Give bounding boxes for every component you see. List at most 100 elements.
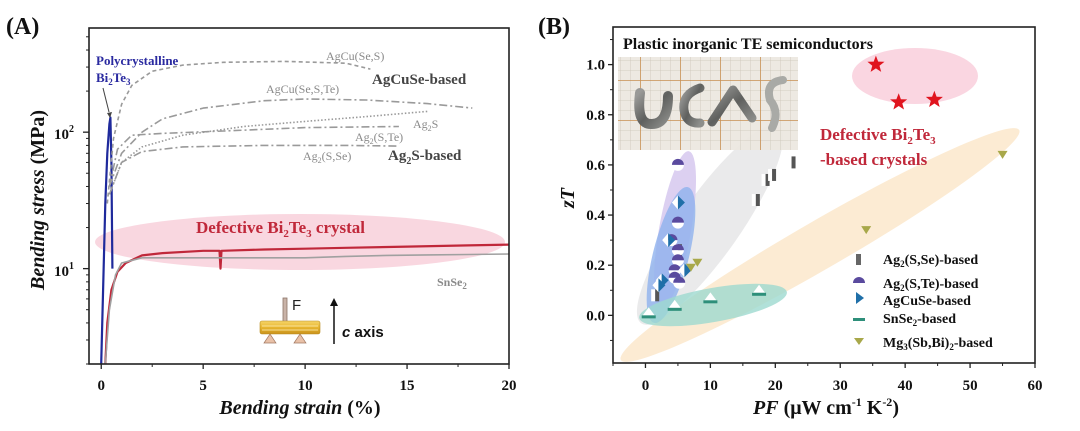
panel-a: (A) 102 101 0 5 10 15 20 Bending stress (MPa… [6, 14, 517, 419]
data-point-square [765, 173, 770, 186]
panel-a-x-tick-labels: 0 5 10 15 20 [97, 378, 516, 394]
y-tick-label: 0.0 [586, 308, 605, 324]
x-tick-label: 0 [642, 378, 650, 394]
data-point-triangle-right [677, 195, 685, 210]
bi2te3-poly-label: Bi2Te3 [96, 70, 131, 87]
panel-a-label: (A) [6, 14, 39, 40]
x-tick-label: 50 [963, 378, 978, 394]
data-point-dash [667, 307, 682, 311]
panel-a-frame [88, 27, 510, 365]
region-snse2 [639, 283, 787, 327]
panel-b-y-axis-title: zT [557, 187, 579, 209]
polycrystalline-label: Polycrystalline [96, 53, 179, 68]
x-tick-label: 30 [833, 378, 848, 394]
panel-b-points [641, 55, 1008, 319]
svg-text:Mg3(Sb,Bi)2-based: Mg3(Sb,Bi)2-based [883, 336, 993, 352]
y-tick-label: 1.0 [586, 58, 605, 74]
panel-b-label: (B) [538, 14, 570, 40]
data-point-half-circle [671, 244, 684, 251]
c-axis-label: c axis [342, 324, 384, 341]
data-point-dash [703, 300, 718, 304]
data-point-half-circle [671, 254, 684, 261]
defective-crystals-label-line2: -based crystals [820, 150, 928, 169]
panel-a-y-axis-title: Bending stress (MPa) [27, 110, 49, 291]
panel-b-legend: Ag2(S,Se)-based Ag2(S,Te)-based AgCuSe-b… [853, 253, 993, 352]
legend-square-marker-icon [856, 254, 861, 265]
legend-item-mg3sbbi2: Mg3(Sb,Bi)2-based [854, 336, 993, 352]
agcu-se-s-te-label: AgCu(Se,S,Te) [266, 82, 339, 96]
data-point-star [890, 93, 908, 110]
panel-b-ticks [608, 39, 1036, 368]
panel-a-ticks [83, 36, 510, 369]
support-right-icon [293, 333, 307, 344]
panel-b-title: Plastic inorganic TE semiconductors [623, 36, 873, 53]
data-point-half-circle [671, 158, 684, 165]
y-tick-label: 0.8 [586, 108, 605, 124]
y-tick-label-100: 102 [54, 124, 74, 143]
data-point-dash [641, 315, 656, 319]
x-tick-label: 10 [298, 378, 313, 394]
curve-ag2-s-te [108, 125, 399, 187]
curve-snse2 [104, 253, 509, 364]
data-point-dash [752, 292, 767, 296]
x-tick-label: 5 [199, 378, 207, 394]
data-point-triangle-down [685, 263, 696, 272]
data-point-triangle-down [861, 226, 872, 235]
curve-agcu-se-s [106, 60, 371, 204]
letter-c-icon [679, 83, 705, 128]
data-point-triangle-right [684, 263, 692, 278]
panel-b: (B) 0.0 0.2 0.4 0.6 0.8 1.0 0 10 20 30 40 50 60 Pla… [538, 14, 1043, 419]
panel-b-x-tick-labels: 0 10 20 30 40 50 60 [642, 378, 1043, 394]
data-point-half-circle [671, 216, 684, 223]
data-point-star [925, 90, 943, 107]
data-point-half-circle [668, 264, 681, 271]
sample-beam-icon [259, 320, 321, 335]
data-point-square [772, 168, 777, 181]
svg-text:Ag2(S,Se)-based: Ag2(S,Se)-based [883, 253, 978, 269]
legend-item-ag2ste: Ag2(S,Te)-based [853, 277, 979, 293]
curve-ag2s [108, 110, 428, 195]
data-point-triangle-right [668, 233, 676, 248]
panel-b-y-tick-labels: 0.0 0.2 0.4 0.6 0.8 1.0 [586, 58, 605, 325]
ag2s-label: Ag2S [413, 117, 438, 133]
data-point-half-circle [668, 271, 681, 278]
data-point-star [867, 55, 885, 72]
force-label: F [292, 297, 301, 314]
data-point-triangle-down [997, 150, 1008, 159]
poly-arrow-head [107, 112, 112, 118]
panel-b-x-axis-title: PF (μW cm-1 K-2) [752, 395, 899, 419]
legend-triangle-right-marker-icon [856, 292, 864, 304]
data-point-square [655, 289, 660, 302]
x-tick-label: 20 [502, 378, 517, 394]
legend-item-agcuse: AgCuSe-based [856, 292, 971, 309]
defective-crystal-label: Defective Bi2Te3 crystal [196, 218, 365, 240]
curve-agcu-se-s-te [108, 98, 473, 187]
agcuse-based-label: AgCuSe-based [372, 72, 467, 88]
ucas-photo-inset [618, 57, 798, 150]
panel-a-x-axis-title: Bending strain (%) [218, 397, 380, 419]
svg-text:SnSe2-based: SnSe2-based [883, 312, 956, 328]
x-tick-label: 20 [768, 378, 783, 394]
snse2-label: SnSe2 [437, 275, 467, 291]
region-defective-bi2te3 [852, 48, 978, 104]
legend-item-ag2sse: Ag2(S,Se)-based [856, 253, 978, 269]
svg-text:AgCuSe-based: AgCuSe-based [883, 294, 971, 309]
x-tick-label: 60 [1028, 378, 1043, 394]
panel-a-curves [100, 60, 509, 364]
poly-arrow-line [102, 87, 110, 113]
legend-dash-marker-icon [853, 318, 865, 321]
force-rod-icon [282, 297, 288, 323]
svg-text:Ag2(S,Te)-based: Ag2(S,Te)-based [883, 277, 979, 293]
ag2-s-te-label: Ag2(S,Te) [355, 130, 403, 146]
x-tick-label: 10 [703, 378, 718, 394]
ag2s-based-label: Ag2S-based [388, 148, 462, 167]
legend-triangle-down-marker-icon [854, 338, 864, 345]
legend-half-circle-marker-icon [853, 277, 865, 283]
legend-item-snse2: SnSe2-based [853, 312, 956, 328]
x-tick-label: 15 [400, 378, 415, 394]
x-tick-label: 40 [898, 378, 913, 394]
curve-ag2-s-se [108, 144, 399, 195]
x-tick-label: 0 [97, 378, 105, 394]
data-point-half-circle [673, 276, 686, 283]
